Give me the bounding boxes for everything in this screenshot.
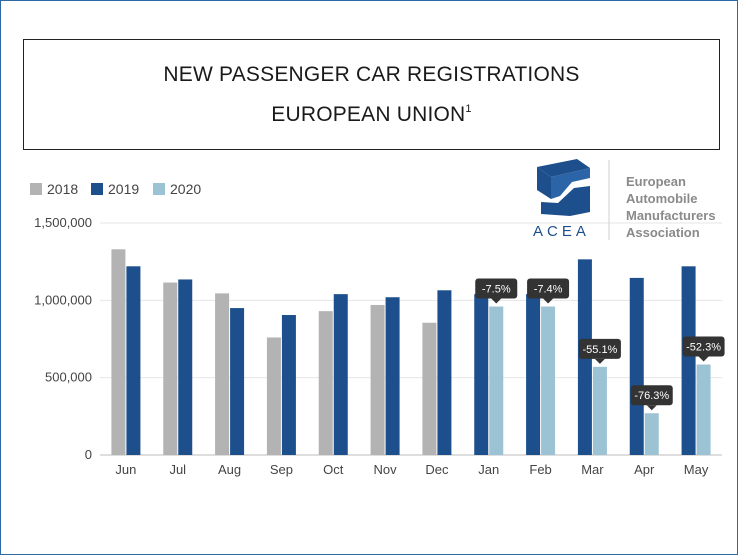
legend-label-2019: 2019 (108, 181, 139, 197)
y-tick-label: 500,000 (45, 370, 92, 385)
callout-mar: -55.1% (578, 338, 621, 364)
callout-pointer (594, 358, 605, 364)
x-tick-label: Jan (478, 462, 499, 477)
change-callouts: -7.5% -7.4% -55.1% -76.3% -52.3% (475, 278, 725, 411)
y-tick-label: 1,500,000 (34, 215, 92, 230)
callout-apr: -76.3% (630, 385, 673, 411)
x-tick-label: Mar (581, 462, 604, 477)
bar-may-2019 (681, 266, 696, 455)
title-line-1: NEW PASSENGER CAR REGISTRATIONS (163, 62, 580, 86)
callout-pointer (491, 298, 502, 304)
bar-may-2020 (696, 364, 711, 455)
callout-box (630, 385, 673, 406)
y-tick-label: 1,000,000 (34, 292, 92, 307)
bar-oct-2018 (318, 311, 333, 455)
x-tick-label: May (684, 462, 709, 477)
org-name-line-2: Automobile (626, 191, 698, 206)
bar-jan-2020 (489, 306, 504, 455)
bar-apr-2019 (629, 277, 644, 455)
bar-oct-2019 (333, 294, 348, 455)
callout-pointer (698, 356, 709, 362)
x-tick-label: Oct (323, 462, 344, 477)
bar-nov-2018 (370, 304, 385, 455)
title-footnote-marker: 1 (465, 102, 472, 115)
org-name-line-4: Association (626, 225, 700, 240)
bar-dec-2018 (422, 322, 437, 455)
x-tick-label: Dec (425, 462, 449, 477)
x-tick-label: Feb (529, 462, 551, 477)
bar-chart: 0 500,000 1,000,000 1,500,000 Jun Jul Aug Sep O… (30, 159, 725, 477)
org-name-line-3: Manufacturers (626, 208, 716, 223)
x-tick-label: Jul (169, 462, 186, 477)
bar-jul-2019 (178, 279, 193, 455)
callout-label: -52.3% (686, 342, 721, 354)
callout-box (682, 336, 725, 357)
callout-box (578, 338, 621, 359)
callout-label: -7.5% (482, 284, 511, 296)
bar-jun-2019 (126, 266, 141, 455)
bar-nov-2019 (385, 297, 400, 455)
bar-jan-2019 (474, 294, 489, 455)
bar-aug-2018 (215, 293, 230, 455)
acea-logo: ACEA European Automobile Manufacturers A… (533, 159, 716, 240)
acea-cube-icon (537, 159, 590, 216)
callout-may: -52.3% (682, 336, 725, 362)
bar-apr-2020 (644, 413, 659, 455)
legend: 2018 2019 2020 (30, 181, 201, 197)
y-axis-ticks: 0 500,000 1,000,000 1,500,000 (34, 215, 92, 462)
legend-swatch-2020 (153, 183, 165, 195)
callout-label: -76.3% (634, 390, 669, 402)
callout-box (527, 278, 570, 299)
y-tick-label: 0 (85, 447, 92, 462)
x-tick-label: Nov (374, 462, 398, 477)
x-tick-label: Apr (634, 462, 655, 477)
legend-swatch-2018 (30, 183, 42, 195)
callout-pointer (646, 405, 657, 411)
bar-mar-2020 (592, 366, 607, 455)
callout-pointer (543, 298, 554, 304)
bar-feb-2019 (526, 294, 541, 455)
bars (111, 249, 711, 455)
org-name-line-1: European (626, 174, 686, 189)
x-axis-ticks: Jun Jul Aug Sep Oct Nov Dec Jan Feb Mar Apr May (115, 462, 708, 477)
callout-box (475, 278, 518, 299)
bar-jul-2018 (163, 282, 178, 455)
bar-sep-2019 (281, 315, 296, 455)
title-line-2: EUROPEAN UNION1 (271, 92, 472, 132)
legend-label-2020: 2020 (170, 181, 201, 197)
callout-feb: -7.4% (527, 278, 570, 304)
callout-jan: -7.5% (475, 278, 518, 304)
legend-swatch-2019 (91, 183, 103, 195)
acea-wordmark: ACEA (533, 223, 590, 240)
legend-label-2018: 2018 (47, 181, 78, 197)
bar-feb-2020 (541, 306, 556, 455)
callout-label: -7.4% (534, 284, 563, 296)
title-box: NEW PASSENGER CAR REGISTRATIONS EUROPEAN… (23, 39, 720, 150)
grid-lines (100, 222, 722, 456)
bar-sep-2018 (266, 337, 281, 455)
x-tick-label: Jun (115, 462, 136, 477)
x-tick-label: Sep (270, 462, 293, 477)
bar-dec-2019 (437, 290, 452, 455)
bar-jun-2018 (111, 249, 126, 455)
bar-aug-2019 (230, 308, 245, 455)
title-line-2-text: EUROPEAN UNION (271, 102, 466, 126)
callout-label: -55.1% (582, 344, 617, 356)
x-tick-label: Aug (218, 462, 241, 477)
